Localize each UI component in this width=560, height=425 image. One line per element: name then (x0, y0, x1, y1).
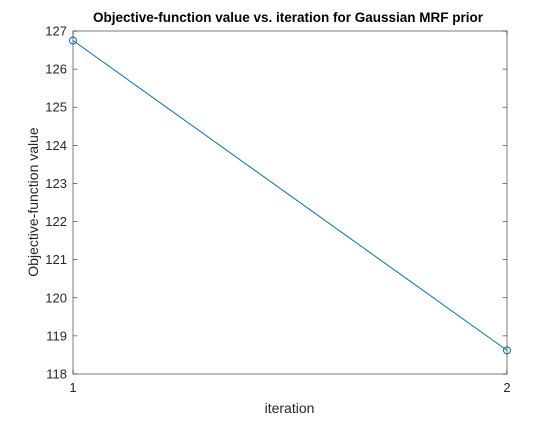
plot-area (73, 31, 507, 374)
chart-title: Objective-function value vs. iteration f… (93, 10, 484, 25)
y-tick-label: 120 (45, 290, 67, 305)
y-tick-label: 121 (45, 252, 67, 267)
y-tick-label: 124 (45, 138, 67, 153)
y-axis-label: Objective-function value (25, 127, 41, 277)
axes-box (72, 30, 508, 375)
series-line (72, 40, 508, 351)
y-tick-label: 123 (45, 176, 67, 191)
y-tick-label: 126 (45, 62, 67, 77)
y-tick-label: 118 (46, 367, 67, 382)
x-tick-label: 1 (69, 380, 76, 395)
ticks-layer: 118 119 120 121 122 123 124 125 126 127 1 2 (45, 24, 510, 396)
y-tick-label: 125 (45, 100, 67, 115)
y-tick-label: 119 (46, 328, 67, 343)
x-tick-label: 2 (503, 380, 510, 395)
y-tick-label: 127 (45, 24, 67, 39)
y-tick-label: 122 (45, 214, 67, 229)
x-axis-label: iteration (265, 400, 315, 416)
